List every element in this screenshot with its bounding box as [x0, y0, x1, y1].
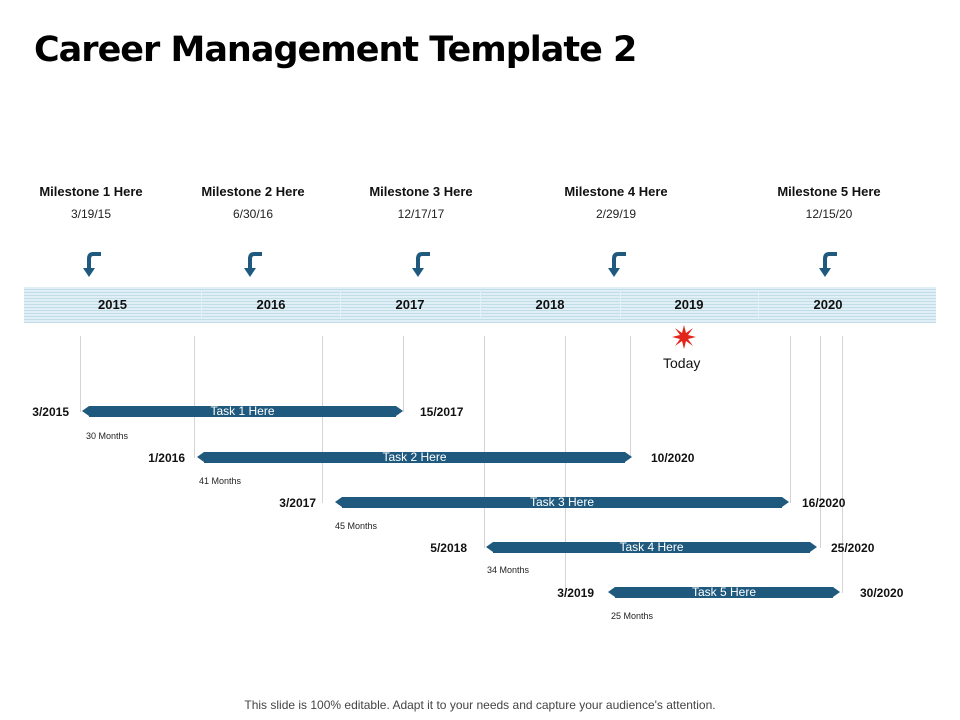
- task-end-date: 16/2020: [802, 496, 846, 510]
- milestone-4: Milestone 4 Here 2/29/19: [556, 184, 676, 222]
- task-end-date: 25/2020: [831, 541, 875, 555]
- milestone-label: Milestone 3 Here: [369, 184, 473, 199]
- year-divider: [758, 291, 759, 319]
- year-divider: [340, 291, 341, 319]
- guide-line: [403, 336, 404, 412]
- curved-arrow-down-icon: [83, 252, 101, 277]
- curved-arrow-down-icon: [412, 252, 430, 277]
- task-start-date: 3/2019: [557, 586, 594, 600]
- task-bar: Task 5 Here: [608, 586, 840, 598]
- footer-note: This slide is 100% editable. Adapt it to…: [244, 698, 716, 712]
- year-divider: [480, 291, 481, 319]
- year-label: 2019: [674, 297, 704, 312]
- guide-line: [630, 336, 631, 458]
- task-start-date: 3/2015: [32, 405, 69, 419]
- task-start-date: 1/2016: [148, 451, 185, 465]
- task-start-date: 5/2018: [430, 541, 467, 555]
- milestone-date: 3/19/15: [70, 207, 112, 221]
- milestone-date: 2/29/19: [595, 207, 637, 221]
- year-label: 2016: [256, 297, 286, 312]
- year-label: 2020: [813, 297, 843, 312]
- year-label: 2018: [535, 297, 565, 312]
- year-band: 2015 2016 2017 2018 2019 2020: [24, 287, 936, 323]
- milestone-date: 12/17/17: [397, 207, 445, 221]
- task-end-date: 15/2017: [420, 405, 464, 419]
- milestone-5: Milestone 5 Here 12/15/20: [769, 184, 889, 222]
- task-start-date: 3/2017: [279, 496, 316, 510]
- milestone-2: Milestone 2 Here 6/30/16: [193, 184, 313, 222]
- task-bar: Task 2 Here: [197, 451, 632, 463]
- guide-line: [565, 336, 566, 593]
- curved-arrow-down-icon: [608, 252, 626, 277]
- milestone-label: Milestone 2 Here: [201, 184, 305, 199]
- task-duration: 34 Months: [487, 565, 530, 575]
- guide-line: [484, 336, 485, 548]
- guide-line: [194, 336, 195, 458]
- guide-line: [842, 336, 843, 593]
- task-duration: 30 Months: [86, 431, 129, 441]
- milestone-date: 6/30/16: [232, 207, 274, 221]
- milestone-date: 12/15/20: [805, 207, 853, 221]
- task-duration: 45 Months: [335, 521, 378, 531]
- task-duration: 41 Months: [199, 476, 242, 486]
- task-end-date: 30/2020: [860, 586, 904, 600]
- guide-line: [820, 336, 821, 548]
- guide-line: [322, 336, 323, 503]
- milestone-1: Milestone 1 Here 3/19/15: [31, 184, 151, 222]
- guide-line: [790, 336, 791, 503]
- year-label: 2017: [395, 297, 425, 312]
- year-label: 2015: [98, 297, 127, 312]
- milestone-3: Milestone 3 Here 12/17/17: [361, 184, 481, 222]
- milestone-label: Milestone 4 Here: [564, 184, 668, 199]
- curved-arrow-down-icon: [819, 252, 837, 277]
- task-duration: 25 Months: [611, 611, 654, 621]
- star-burst-icon: [672, 325, 696, 349]
- today-label: Today: [663, 355, 701, 371]
- curved-arrow-down-icon: [244, 252, 262, 277]
- task-bar: Task 1 Here: [82, 405, 403, 417]
- task-bar: Task 4 Here: [486, 541, 817, 553]
- guide-line: [80, 336, 81, 412]
- milestone-label: Milestone 5 Here: [777, 184, 881, 199]
- year-divider: [620, 291, 621, 319]
- milestone-label: Milestone 1 Here: [39, 184, 143, 199]
- task-bar: Task 3 Here: [335, 496, 789, 508]
- page-title: Career Management Template 2: [34, 30, 637, 70]
- year-divider: [201, 291, 202, 319]
- task-end-date: 10/2020: [651, 451, 695, 465]
